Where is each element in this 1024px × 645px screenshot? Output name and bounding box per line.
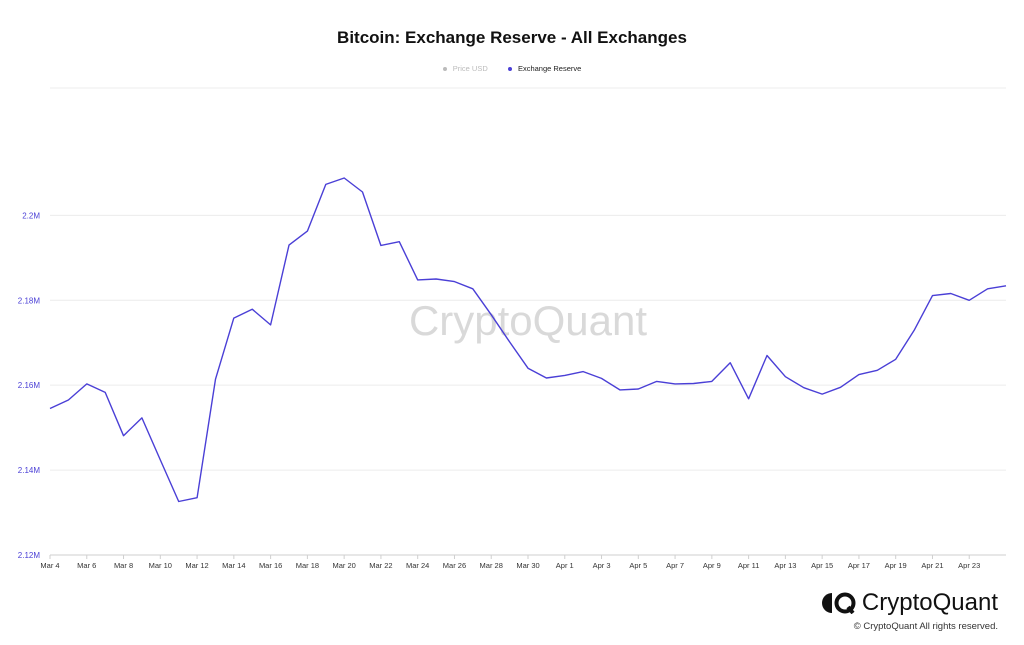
- legend: Price USD Exchange Reserve: [0, 64, 1024, 73]
- x-tick-label: Apr 21: [921, 561, 943, 570]
- x-tick-label: Mar 4: [40, 561, 59, 570]
- x-tick-label: Apr 17: [848, 561, 870, 570]
- x-tick-label: Mar 24: [406, 561, 429, 570]
- y-tick-label: 2.18M: [18, 296, 41, 305]
- legend-dot-icon: [507, 67, 512, 72]
- x-tick-label: Apr 9: [703, 561, 721, 570]
- series-line-exchange-reserve: [49, 177, 1007, 503]
- chart-title: Bitcoin: Exchange Reserve - All Exchange…: [337, 28, 687, 47]
- x-tick-label: Mar 16: [259, 561, 282, 570]
- copyright: © CryptoQuant All rights reserved.: [853, 621, 998, 632]
- x-tick-label: Mar 6: [77, 561, 96, 570]
- x-tick-label: Apr 7: [666, 561, 684, 570]
- x-tick-label: Mar 28: [480, 561, 503, 570]
- watermark: CryptoQuant: [409, 297, 647, 344]
- legend-label-price: Price USD: [452, 64, 488, 73]
- brand-logo: CryptoQuant: [821, 589, 998, 617]
- x-tick-label: Mar 26: [443, 561, 466, 570]
- legend-item-exchange-reserve[interactable]: Exchange Reserve: [507, 64, 582, 73]
- x-tick-label: Apr 1: [556, 561, 574, 570]
- brand-name: CryptoQuant: [861, 589, 998, 616]
- x-tick-label: Mar 22: [369, 561, 392, 570]
- x-tick-label: Mar 10: [149, 561, 172, 570]
- x-tick-label: Apr 13: [774, 561, 796, 570]
- x-tick-label: Apr 23: [958, 561, 980, 570]
- legend-label-exchange-reserve: Exchange Reserve: [517, 64, 582, 73]
- x-tick-label: Mar 14: [222, 561, 245, 570]
- x-tick-label: Apr 15: [811, 561, 833, 570]
- x-tick-label: Apr 3: [593, 561, 611, 570]
- legend-item-price[interactable]: Price USD: [442, 64, 488, 73]
- cryptoquant-logo-icon: [821, 592, 856, 614]
- x-tick-label: Apr 11: [738, 561, 760, 570]
- y-tick-label: 2.16M: [18, 381, 41, 390]
- x-tick-label: Mar 8: [114, 561, 133, 570]
- legend-dot-icon: [442, 67, 447, 72]
- y-tick-label: 2.14M: [18, 466, 41, 475]
- x-tick-label: Apr 5: [629, 561, 647, 570]
- x-tick-label: Mar 12: [185, 561, 208, 570]
- y-tick-label: 2.12M: [18, 551, 41, 560]
- x-axis: Mar 4 Mar 6 Mar 8 Mar 10 Mar 12 Mar 14 Mar 16 M…: [40, 555, 980, 570]
- x-tick-label: Mar 20: [332, 561, 355, 570]
- y-tick-label: 2.2M: [22, 211, 40, 220]
- y-axis: 2.12M 2.14M 2.16M 2.18M 2.2M: [18, 211, 41, 560]
- x-tick-label: Mar 30: [516, 561, 539, 570]
- x-tick-label: Mar 18: [296, 561, 319, 570]
- x-tick-label: Apr 19: [885, 561, 907, 570]
